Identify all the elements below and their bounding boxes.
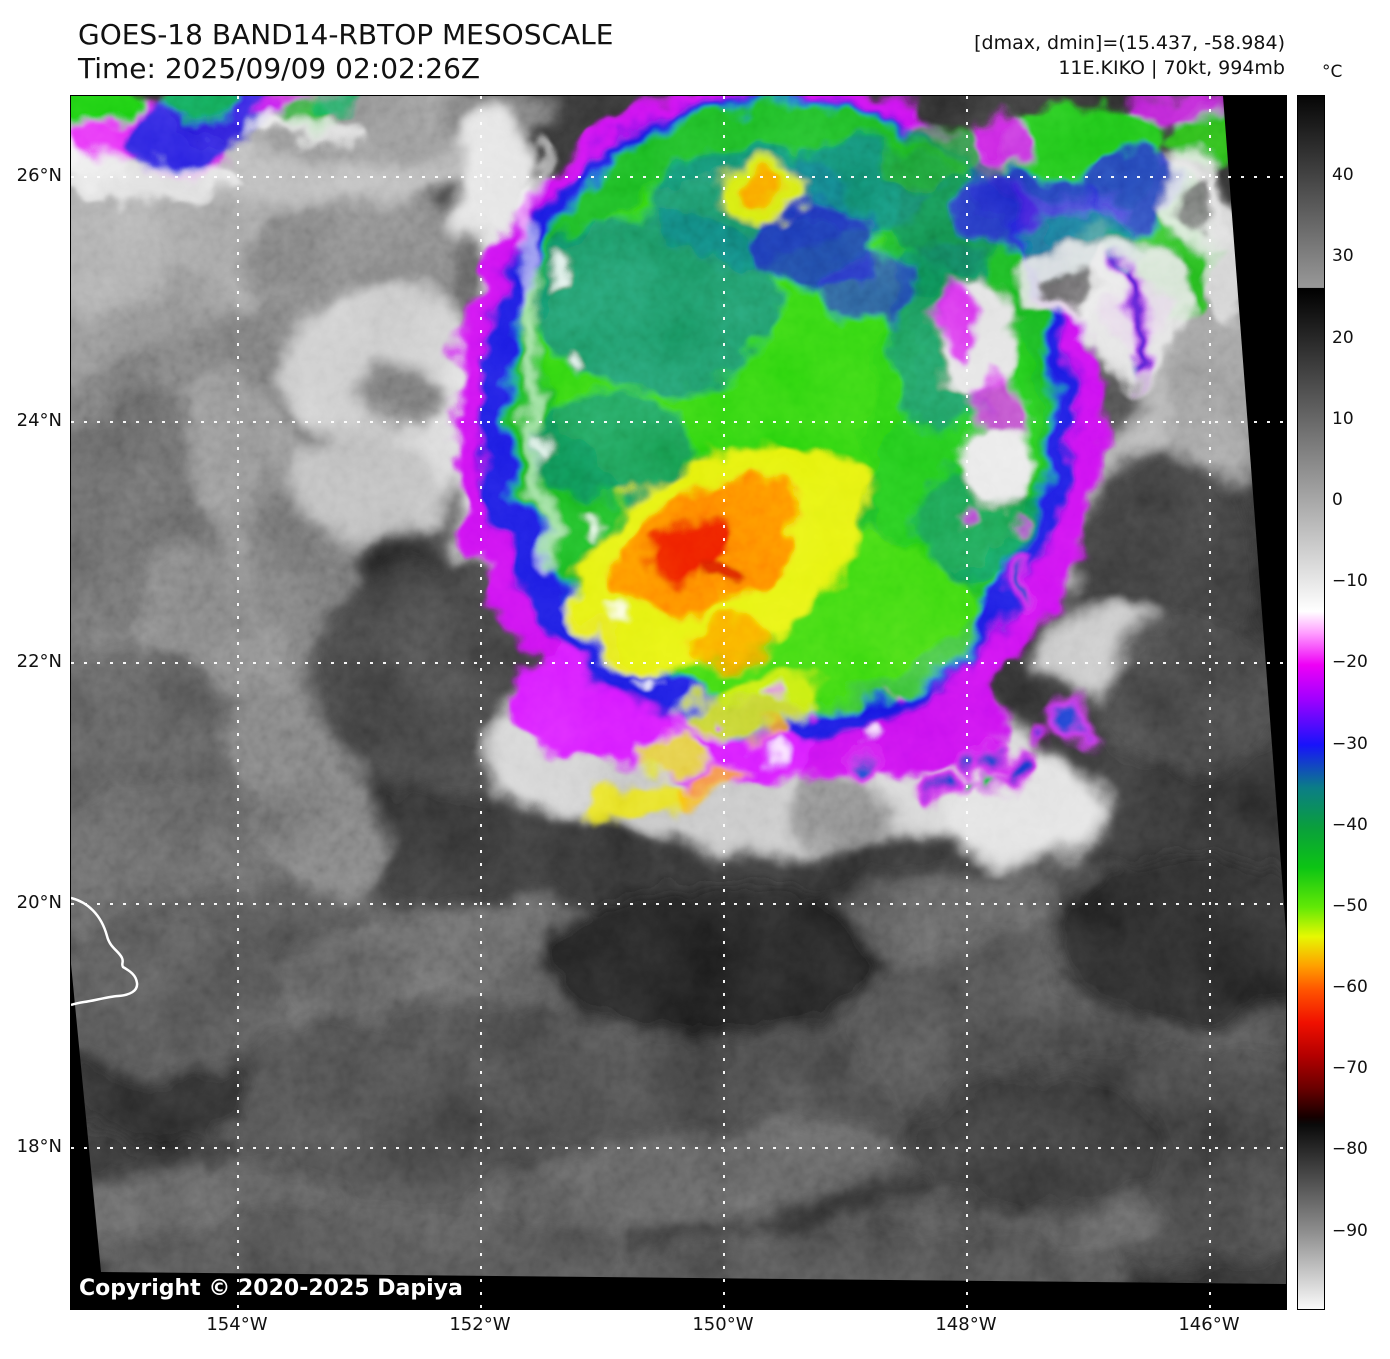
lat-tick-label: 18°N <box>16 1136 62 1158</box>
colorbar-tick-label: −90 <box>1332 1220 1368 1241</box>
colorbar-tick-label: 20 <box>1332 327 1354 348</box>
colorbar-tick-label: −80 <box>1332 1139 1368 1160</box>
colorbar-tick-label: −70 <box>1332 1058 1368 1079</box>
dmax-dmin-annotation: [dmax, dmin]=(15.437, -58.984) <box>974 32 1285 54</box>
no-data-wedge-right <box>1223 96 1286 931</box>
colorbar-tick-label: 0 <box>1332 489 1343 510</box>
colorbar-tick-label: −10 <box>1332 571 1368 592</box>
page-title: GOES-18 BAND14-RBTOP MESOSCALE <box>78 18 614 51</box>
grain-texture-overlay <box>71 96 1286 1309</box>
lon-tick-label: 152°W <box>449 1314 511 1335</box>
colorbar-tick-label: 40 <box>1332 165 1354 186</box>
colorbar-tick-label: 30 <box>1332 246 1354 267</box>
colorbar-unit-label: °C <box>1322 62 1343 82</box>
lat-tick-label: 20°N <box>16 891 62 913</box>
timestamp-label: Time: 2025/09/09 02:02:26Z <box>78 52 481 85</box>
lon-tick-label: 146°W <box>1178 1314 1240 1335</box>
lat-tick-label: 26°N <box>16 165 62 187</box>
lon-tick-label: 154°W <box>206 1314 268 1335</box>
colorbar <box>1297 95 1325 1310</box>
satellite-image <box>71 96 1286 1309</box>
lon-tick-label: 150°W <box>692 1314 754 1335</box>
colorbar-tick-label: −60 <box>1332 977 1368 998</box>
satellite-map: Copyright © 2020-2025 Dapiya <box>70 95 1287 1310</box>
colorbar-tick-label: 10 <box>1332 408 1354 429</box>
colorbar-tick-label: −20 <box>1332 652 1368 673</box>
colorbar-tick-label: −30 <box>1332 733 1368 754</box>
lat-tick-label: 22°N <box>16 650 62 672</box>
lat-tick-label: 24°N <box>16 409 62 431</box>
lon-tick-label: 148°W <box>935 1314 997 1335</box>
storm-info-annotation: 11E.KIKO | 70kt, 994mb <box>1058 57 1285 79</box>
coastline <box>71 896 139 1007</box>
no-data-strip-bottom <box>71 964 1286 1309</box>
colorbar-tick-label: −50 <box>1332 895 1368 916</box>
copyright-text: Copyright © 2020-2025 Dapiya <box>79 1276 463 1301</box>
colorbar-tick-label: −40 <box>1332 814 1368 835</box>
